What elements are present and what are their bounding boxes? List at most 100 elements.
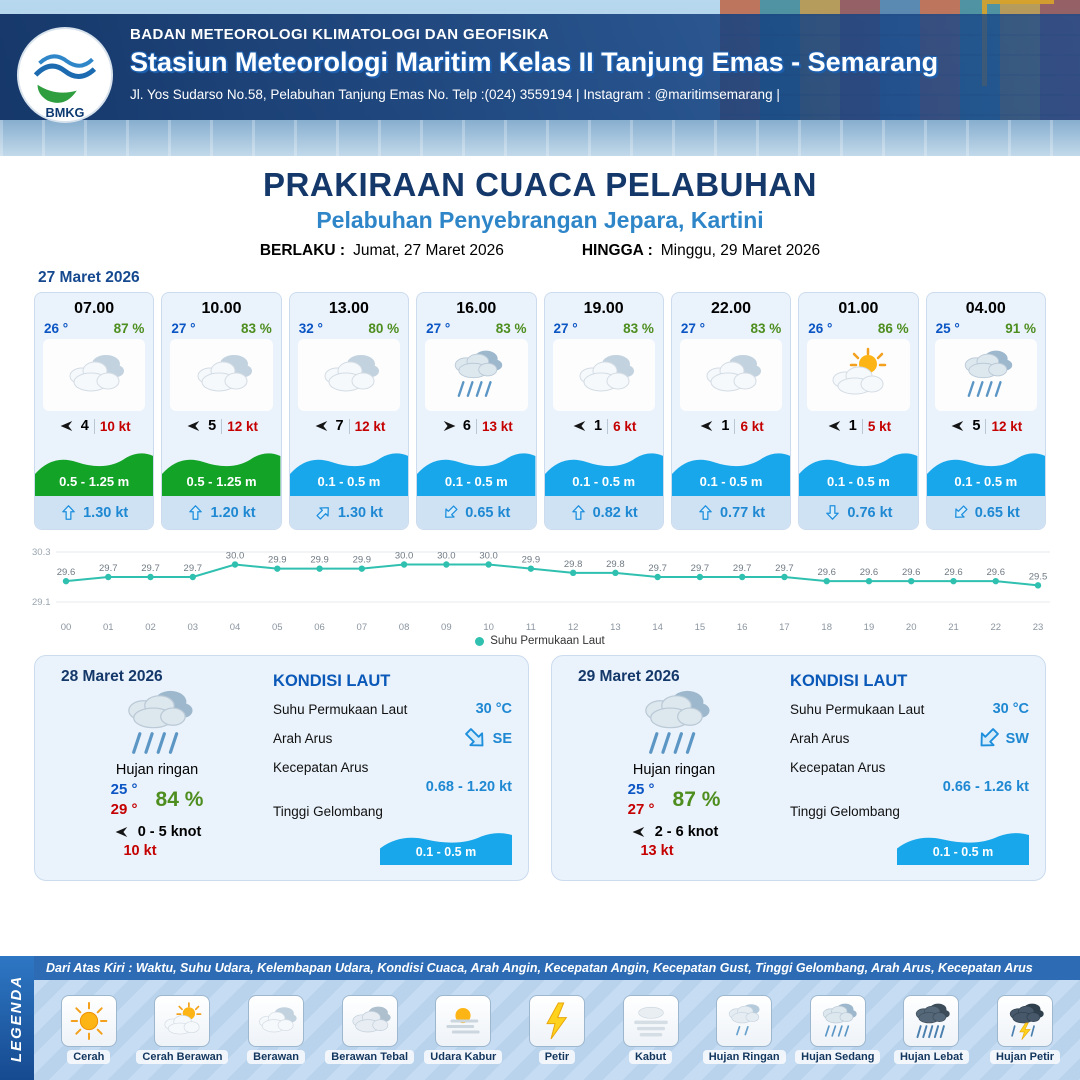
current-speed-row: Kecepatan Arus 0.66 - 1.26 kt: [790, 760, 1029, 795]
wave-height: 0.1 - 0.5 m: [380, 823, 512, 865]
hourly-forecast: 07.00 26 ° 87 % 4 10 kt 0.5 - 1.25 m 1.3…: [0, 292, 1080, 530]
temperature-min: 25 °: [110, 781, 138, 798]
current-direction-value: SW: [976, 726, 1029, 751]
sea-conditions: KONDISI LAUT Suhu Permukaan Laut 30 °C A…: [273, 668, 512, 868]
hujan-petir-icon: [997, 994, 1054, 1047]
hujan-sedang-icon: [425, 339, 528, 411]
hujan-ringan-icon: [716, 994, 773, 1047]
wind-row: 1 5 kt: [799, 414, 917, 438]
hujan-sedang-icon: [622, 686, 726, 762]
svg-text:29.6: 29.6: [986, 567, 1005, 578]
wave-height-row: Tinggi Gelombang 0.1 - 0.5 m: [790, 804, 1029, 865]
wave-height: 0.5 - 1.25 m: [162, 440, 281, 496]
current-row: 0.77 kt: [671, 496, 791, 529]
wave-height-row: Tinggi Gelombang 0.1 - 0.5 m: [273, 804, 512, 865]
station-name: Stasiun Meteorologi Maritim Kelas II Tan…: [130, 47, 939, 77]
svg-text:11: 11: [526, 622, 536, 633]
cerah-berawan-icon: [807, 339, 910, 411]
legend-item: Hujan Ringan: [700, 994, 788, 1064]
wind-speed: 6: [462, 418, 471, 434]
sea-conditions-title: KONDISI LAUT: [273, 672, 391, 690]
wind-direction-icon: [698, 419, 716, 433]
svg-text:29.9: 29.9: [353, 555, 372, 566]
header-overlay: [0, 14, 1080, 120]
legend-item: Kabut: [607, 994, 695, 1064]
temperature-max: 29 °: [110, 801, 138, 819]
wind-row: 1 6 kt: [672, 414, 790, 438]
legend-section: LEGENDA Dari Atas Kiri : Waktu, Suhu Uda…: [0, 956, 1080, 1080]
divider: [607, 418, 609, 434]
forecast-date: 27 Maret 2026: [38, 269, 140, 286]
svg-text:29.6: 29.6: [817, 567, 836, 578]
berawan-icon: [552, 339, 655, 411]
sst-label: Suhu Permukaan Laut: [273, 701, 408, 717]
legend-item: Berawan Tebal: [325, 994, 415, 1064]
svg-text:29.6: 29.6: [57, 567, 76, 578]
divider: [861, 418, 863, 434]
legend-label: Berawan: [247, 1049, 305, 1064]
svg-text:29.7: 29.7: [775, 563, 794, 574]
current-direction-row: Arah Arus SE: [273, 726, 512, 751]
legend-label: Hujan Petir: [990, 1049, 1061, 1064]
wave-height-value: 0.5 - 1.25 m: [186, 474, 257, 489]
wind-direction-icon: [571, 419, 589, 433]
legend-title: LEGENDA: [8, 974, 26, 1062]
current-direction-icon: [824, 504, 841, 521]
legend-item: Cerah: [45, 994, 133, 1064]
humidity: 80 %: [368, 321, 400, 336]
legend-label: Berawan Tebal: [325, 1049, 415, 1064]
svg-text:17: 17: [779, 622, 790, 633]
sst-value: 30 °C: [475, 701, 512, 717]
sst-chart: 30.3 29.1 29.6 00 29.7 01 29.7 02 29.7 03 30.0 04 29…: [30, 538, 1050, 634]
wind-row: 0 - 5 knot: [113, 824, 201, 840]
temperature: 26 °: [44, 321, 69, 336]
wind-speed: 1: [594, 418, 603, 434]
current-direction-row: Arah Arus SW: [790, 726, 1029, 751]
sst-row: Suhu Permukaan Laut 30 °C: [790, 701, 1029, 717]
current-direction-icon: [697, 504, 714, 521]
svg-text:29.7: 29.7: [184, 563, 203, 574]
condition-label: Hujan ringan: [632, 762, 716, 778]
time-label: 07.00: [74, 300, 115, 317]
current-speed: 1.30 kt: [83, 504, 129, 521]
hingga-value: Minggu, 29 Maret 2026: [660, 242, 821, 259]
svg-text:29.9: 29.9: [310, 555, 329, 566]
temperature: 26 °: [808, 321, 833, 336]
current-speed-label: Kecepatan Arus: [790, 760, 886, 775]
svg-text:04: 04: [230, 622, 241, 633]
svg-text:30.0: 30.0: [437, 551, 456, 562]
forecast-card: 22.00 27 ° 83 % 1 6 kt 0.1 - 0.5 m 0.77 …: [670, 292, 792, 530]
temperature: 27 °: [553, 321, 578, 336]
wave-height: 0.1 - 0.5 m: [289, 440, 409, 496]
legend-sidebar: LEGENDA: [0, 956, 34, 1080]
wind-speed: 1: [721, 418, 730, 434]
hujan-sedang-icon: [105, 686, 209, 762]
wind-speed: 7: [335, 418, 344, 434]
svg-text:29.1: 29.1: [32, 597, 51, 608]
svg-text:29.6: 29.6: [944, 567, 963, 578]
wind-row: 5 12 kt: [162, 414, 280, 438]
wind-direction-icon: [630, 825, 648, 839]
svg-text:29.9: 29.9: [268, 555, 287, 566]
gust-speed: 6 kt: [613, 418, 637, 434]
cerah-icon: [60, 994, 117, 1047]
divider: [93, 418, 95, 434]
hujan-sedang-icon: [934, 339, 1037, 411]
temp-humidity-row: 27 ° 83 %: [162, 318, 280, 336]
wind-row: 1 6 kt: [545, 414, 663, 438]
svg-text:14: 14: [652, 622, 663, 633]
legend-label: Petir: [538, 1049, 576, 1064]
current-direction-value: SE: [463, 726, 512, 751]
svg-text:10: 10: [483, 622, 494, 633]
svg-text:23: 23: [1033, 622, 1044, 633]
legend-item: Cerah Berawan: [136, 994, 229, 1064]
hujan-sedang-icon: [809, 994, 866, 1047]
chart-legend-label: Suhu Permukaan Laut: [490, 635, 605, 647]
cerah-berawan-icon: [154, 994, 211, 1047]
svg-text:13: 13: [610, 622, 621, 633]
time-label: 22.00: [711, 300, 752, 317]
legend-item: Hujan Sedang: [794, 994, 882, 1064]
legend-item: Petir: [513, 994, 601, 1064]
svg-text:29.6: 29.6: [860, 567, 879, 578]
wind-direction-icon: [313, 419, 331, 433]
